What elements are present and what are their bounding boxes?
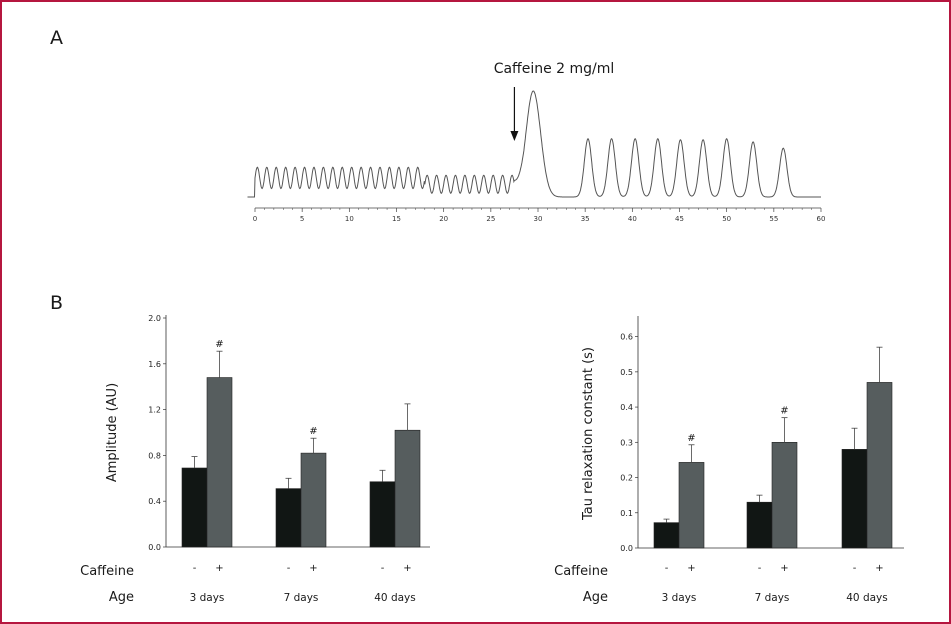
bar (181, 467, 208, 548)
x-tick-label: 5 (300, 215, 304, 223)
caffeine-annotation: Caffeine 2 mg/ml (494, 61, 615, 77)
y-tick-label: 0.4 (620, 403, 633, 412)
y-axis-title: Tau relaxation constant (s) (581, 347, 596, 521)
age-category-label: 40 days (374, 592, 415, 604)
y-tick-label: 0.0 (148, 543, 161, 552)
annotation-arrow-head (510, 131, 519, 141)
x-tick-label: 20 (439, 215, 448, 223)
y-axis-title: Amplitude (AU) (105, 383, 120, 482)
caffeine-sign: - (758, 563, 762, 574)
caffeine-sign: - (193, 563, 197, 574)
caffeine-sign: - (853, 563, 857, 574)
x-tick-label: 40 (628, 215, 637, 223)
caffeine-sign: + (403, 563, 411, 574)
significance-marker: # (215, 339, 223, 350)
caffeine-row-label: Caffeine (554, 564, 608, 579)
bar (653, 522, 680, 549)
y-tick-label: 0.3 (620, 438, 633, 447)
caffeine-sign: + (780, 563, 788, 574)
y-tick-label: 0.4 (148, 497, 161, 506)
x-tick-label: 25 (486, 215, 495, 223)
x-tick-label: 30 (534, 215, 543, 223)
age-category-label: 40 days (846, 592, 887, 604)
caffeine-sign: + (875, 563, 883, 574)
caffeine-sign: - (665, 563, 669, 574)
caffeine-sign: + (215, 563, 223, 574)
x-tick-label: 35 (581, 215, 590, 223)
y-tick-label: 0.5 (620, 368, 633, 377)
caffeine-sign: - (381, 563, 385, 574)
x-tick-label: 55 (769, 215, 778, 223)
age-row-label: Age (109, 590, 134, 605)
x-tick-label: 0 (253, 215, 257, 223)
y-tick-label: 0.1 (620, 509, 633, 518)
bar (300, 452, 327, 548)
y-tick-label: 0.2 (620, 474, 633, 483)
amplitude-bar-chart: 0.0 0.4 0.8 1.2 1.6 2.0 Amplitude (AU) - # +3 day… (80, 314, 430, 605)
trace-chart: 0 5 10 15 20 25 30 35 40 45 50 55 60 Caffeine 2 mg/ml (247, 61, 826, 223)
age-row-label: Age (583, 590, 608, 605)
significance-marker: # (687, 433, 695, 444)
caffeine-sign: + (687, 563, 695, 574)
age-category-label: 3 days (662, 592, 697, 604)
bar (771, 442, 798, 549)
significance-marker: # (780, 406, 788, 417)
y-tick-label: 1.2 (148, 406, 161, 415)
tau-bar-chart: 0.0 0.1 0.2 0.3 0.4 0.5 0.6 Tau relaxation cons… (554, 316, 904, 605)
x-tick-label: 60 (817, 215, 826, 223)
x-tick-label: 50 (722, 215, 731, 223)
y-tick-label: 0.0 (620, 544, 633, 553)
bar (369, 481, 396, 548)
age-category-label: 7 days (284, 592, 319, 604)
bar (841, 449, 868, 549)
bar (746, 501, 773, 549)
trace-line (247, 90, 821, 198)
bar (394, 429, 421, 548)
x-tick-label: 15 (392, 215, 401, 223)
bar (206, 377, 233, 548)
bar (275, 488, 302, 548)
y-tick-label: 1.6 (148, 360, 161, 369)
caffeine-row-label: Caffeine (80, 564, 134, 579)
panel-a-letter: A (50, 27, 63, 49)
bar (678, 462, 705, 549)
y-tick-label: 0.6 (620, 333, 633, 342)
age-category-label: 7 days (755, 592, 790, 604)
age-category-label: 3 days (190, 592, 225, 604)
caffeine-sign: - (287, 563, 291, 574)
y-tick-label: 2.0 (148, 314, 161, 323)
caffeine-sign: + (309, 563, 317, 574)
bar (866, 382, 893, 549)
x-tick-label: 10 (345, 215, 354, 223)
y-tick-label: 0.8 (148, 451, 161, 460)
significance-marker: # (309, 426, 317, 437)
x-tick-label: 45 (675, 215, 684, 223)
panel-b-letter: B (50, 292, 63, 314)
